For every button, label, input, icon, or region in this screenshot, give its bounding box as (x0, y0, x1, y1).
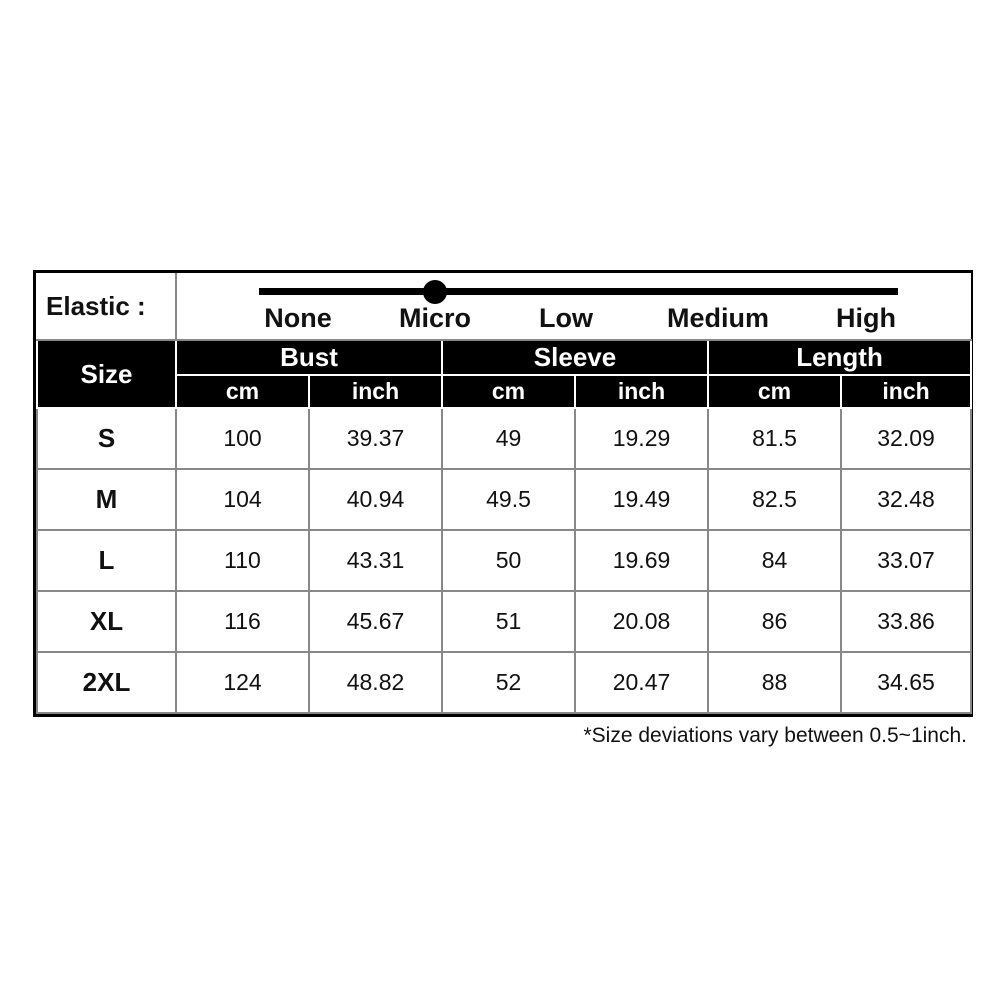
elastic-level-medium: Medium (666, 303, 770, 333)
table-row: S 100 39.37 49 19.29 81.5 32.09 (36, 407, 973, 470)
value-cell: 124 (175, 651, 310, 714)
value-cell: 20.47 (574, 651, 709, 714)
value-cell: 82.5 (707, 468, 842, 531)
value-cell: 88 (707, 651, 842, 714)
table-row: XL 116 45.67 51 20.08 86 33.86 (36, 590, 973, 653)
size-table: Elastic : None Micro Low Medium High Siz… (36, 273, 973, 714)
elastic-track (259, 288, 898, 295)
value-cell: 86 (707, 590, 842, 653)
unit-header: cm (441, 374, 576, 409)
value-cell: 81.5 (707, 407, 842, 470)
bust-header: Bust (175, 339, 443, 376)
value-cell: 19.29 (574, 407, 709, 470)
unit-header: inch (308, 374, 443, 409)
unit-header: cm (707, 374, 842, 409)
value-cell: 104 (175, 468, 310, 531)
value-cell: 33.86 (839, 590, 973, 653)
unit-header: inch (839, 374, 973, 409)
value-cell: 52 (441, 651, 576, 714)
size-cell: 2XL (36, 651, 177, 714)
elastic-scale: None Micro Low Medium High (176, 273, 972, 341)
elastic-level-micro: Micro (398, 303, 472, 333)
size-header: Size (36, 339, 177, 409)
size-cell: XL (36, 590, 177, 653)
unit-header: inch (574, 374, 709, 409)
value-cell: 20.08 (574, 590, 709, 653)
value-cell: 33.07 (839, 529, 973, 592)
value-cell: 49 (441, 407, 576, 470)
table-row: 2XL 124 48.82 52 20.47 88 34.65 (36, 651, 973, 714)
size-cell: L (36, 529, 177, 592)
value-cell: 43.31 (308, 529, 443, 592)
length-header: Length (706, 339, 973, 376)
value-cell: 32.48 (839, 468, 973, 531)
value-cell: 84 (707, 529, 842, 592)
value-cell: 116 (175, 590, 310, 653)
size-cell: S (36, 407, 177, 470)
size-chart: Elastic : None Micro Low Medium High Siz… (33, 270, 973, 717)
sleeve-header: Sleeve (441, 339, 709, 376)
value-cell: 110 (175, 529, 310, 592)
value-cell: 19.49 (574, 468, 709, 531)
table-row: M 104 40.94 49.5 19.49 82.5 32.48 (36, 468, 973, 531)
value-cell: 34.65 (839, 651, 973, 714)
elastic-indicator-dot (423, 280, 447, 304)
table-row: L 110 43.31 50 19.69 84 33.07 (36, 529, 973, 592)
value-cell: 50 (441, 529, 576, 592)
size-cell: M (36, 468, 177, 531)
value-cell: 48.82 (308, 651, 443, 714)
value-cell: 40.94 (308, 468, 443, 531)
value-cell: 32.09 (839, 407, 973, 470)
value-cell: 51 (441, 590, 576, 653)
value-cell: 49.5 (441, 468, 576, 531)
elastic-label: Elastic : (37, 273, 177, 341)
elastic-level-none: None (264, 303, 332, 333)
value-cell: 100 (175, 407, 310, 470)
value-cell: 45.67 (308, 590, 443, 653)
value-cell: 39.37 (308, 407, 443, 470)
size-note: *Size deviations vary between 0.5~1inch. (583, 724, 968, 747)
value-cell: 19.69 (574, 529, 709, 592)
elastic-level-low: Low (539, 303, 593, 333)
elastic-level-high: High (836, 303, 896, 333)
unit-header: cm (175, 374, 310, 409)
